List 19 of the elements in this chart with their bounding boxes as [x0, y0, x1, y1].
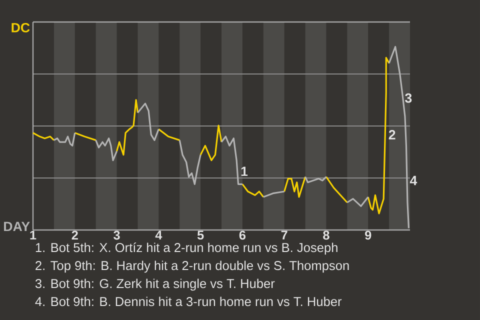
x-tick-label: 5: [197, 230, 204, 240]
x-tick-label: 1: [30, 230, 36, 240]
x-tick-label: 8: [323, 230, 330, 240]
text: 3. Bot 9th: G. Zerk hit a single vs T. Huber: [35, 278, 275, 291]
x-tick-label: 4: [155, 230, 162, 240]
x-tick-label: 6: [239, 230, 246, 240]
text: 2. Top 9th: B. Hardy hit a 2-run double vs S. Thompson: [36, 260, 349, 273]
annotation: 4: [410, 176, 418, 186]
text: 1. Bot 5th: X. Ortíz hit a 2-run home run vs B. Joseph: [36, 242, 338, 255]
x-tick-label: 2: [72, 230, 78, 240]
text: 4. Bot 9th: B. Dennis hit a 3-run home run vs T. Huber: [35, 296, 342, 306]
text: DC: [12, 22, 30, 32]
text: DAY: [4, 222, 30, 232]
x-tick-label: 9: [365, 230, 372, 240]
x-tick-label: 3: [114, 230, 120, 240]
annotation: 2: [388, 130, 396, 140]
x-tick-label: 7: [281, 230, 288, 240]
annotation: 1: [241, 166, 248, 176]
annotation: 3: [405, 93, 412, 103]
